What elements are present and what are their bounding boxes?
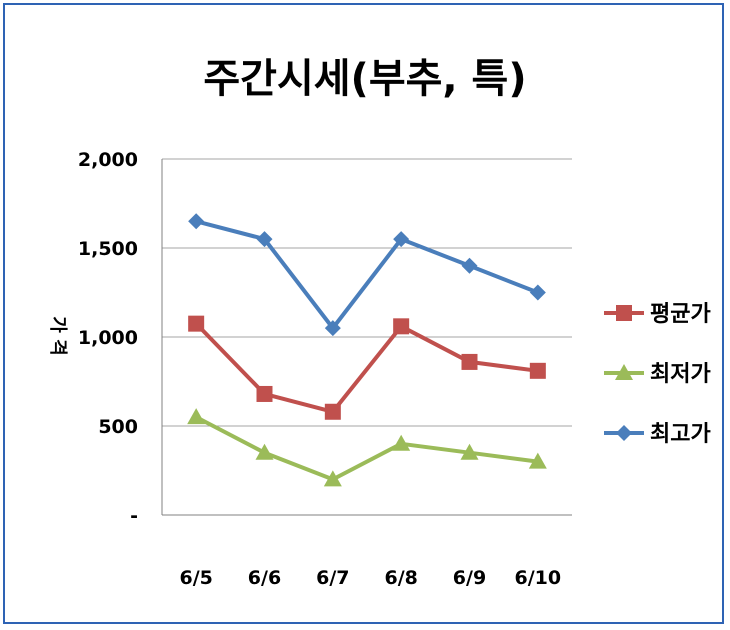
data-point	[323, 470, 342, 487]
y-tick-label: 2,000	[78, 149, 138, 171]
data-point	[529, 362, 546, 379]
data-point	[529, 284, 546, 301]
x-tick-label: 6/9	[453, 567, 486, 589]
data-point	[256, 231, 273, 248]
gridlines	[162, 158, 572, 427]
x-tick-labels: 6/5 6/6 6/7 6/8 6/9 6/10	[179, 567, 561, 589]
series-triangle	[187, 408, 547, 487]
series-line	[194, 322, 539, 414]
x-tick-label: 6/7	[316, 567, 349, 589]
chart-title: 주간시세(부추, 특)	[203, 56, 526, 102]
data-point	[393, 231, 410, 248]
data-point	[255, 443, 274, 460]
legend-label: 최저가	[650, 362, 711, 387]
data-point	[393, 318, 410, 335]
data-point	[256, 385, 273, 402]
data-point	[324, 403, 341, 420]
y-tick-label: -	[130, 505, 138, 527]
series-line	[195, 219, 539, 331]
data-point	[528, 452, 547, 469]
data-point	[187, 408, 206, 425]
x-tick-label: 6/10	[515, 567, 562, 589]
y-tick-label: 1,000	[78, 327, 138, 349]
legend-marker	[615, 364, 633, 380]
axes	[161, 159, 572, 516]
y-axis-label: 가 격	[47, 316, 68, 355]
data-point	[392, 434, 411, 451]
x-tick-label: 6/6	[248, 567, 281, 589]
y-tick-labels: - 500 1,000 1,500 2,000	[78, 149, 138, 527]
series-diamond	[188, 213, 546, 337]
legend-item: 최저가	[604, 362, 711, 387]
legend-marker	[616, 305, 632, 321]
series-line	[195, 415, 539, 482]
chart-frame	[3, 3, 724, 624]
legend-item: 평균가	[604, 302, 711, 327]
data-point	[188, 213, 205, 230]
data-point	[461, 353, 478, 370]
legend-marker	[616, 425, 632, 441]
y-tick-label: 1,500	[78, 238, 138, 260]
y-tick-label: 500	[98, 416, 138, 438]
x-tick-label: 6/8	[384, 567, 417, 589]
legend-label: 최고가	[650, 422, 711, 447]
data-point	[460, 443, 479, 460]
series-group	[187, 213, 547, 487]
legend-label: 평균가	[650, 302, 711, 327]
legend-item: 최고가	[604, 422, 711, 447]
data-point	[188, 315, 205, 332]
data-point	[461, 257, 478, 274]
x-tick-label: 6/5	[179, 567, 212, 589]
series-square	[188, 315, 546, 420]
data-point	[324, 320, 341, 337]
